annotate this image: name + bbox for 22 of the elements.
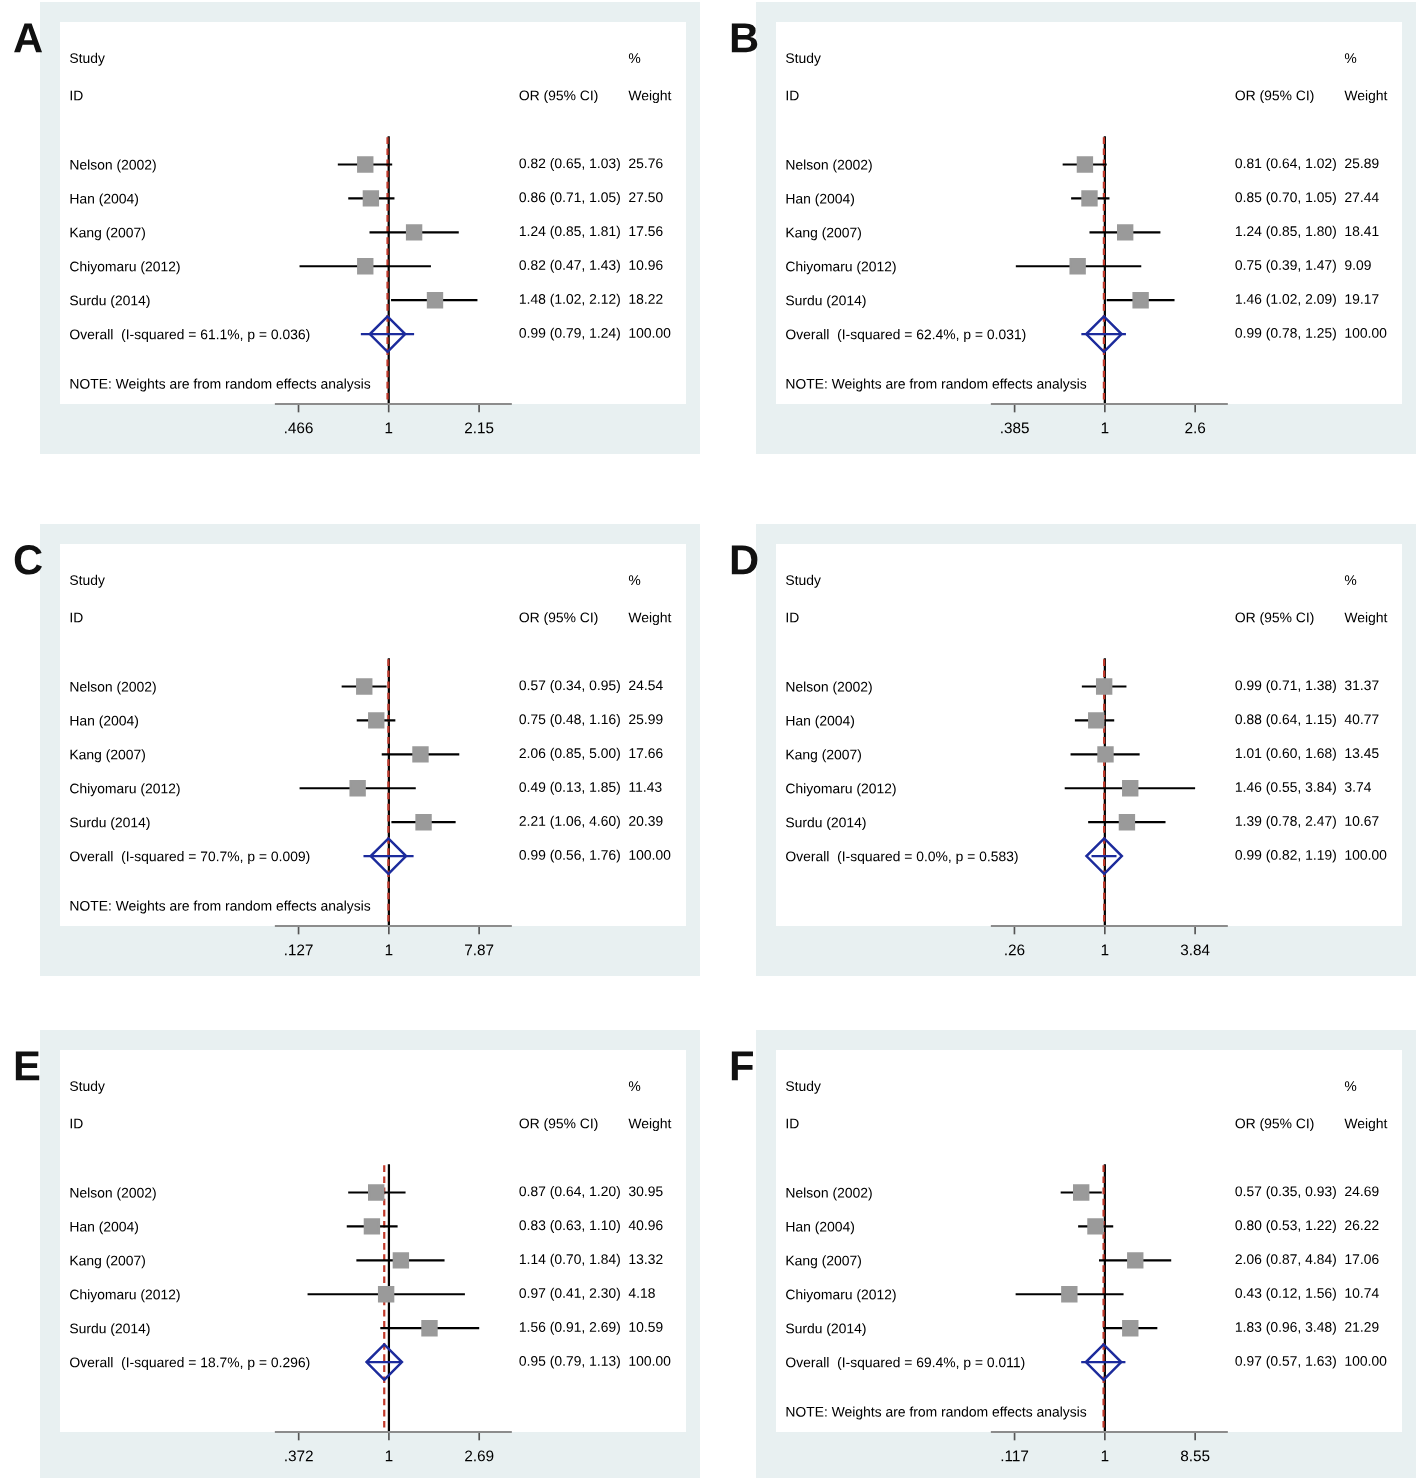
point (1084, 315, 1123, 354)
point (392, 1252, 410, 1269)
point (1088, 712, 1105, 729)
chart-title: D (731, 545, 758, 575)
point (1081, 190, 1098, 207)
point (1118, 813, 1136, 831)
point (421, 1319, 438, 1337)
chart-title: E (15, 1051, 40, 1081)
chart-title: C (14, 545, 42, 575)
point (1116, 224, 1134, 241)
chart-title: F (731, 1051, 753, 1081)
chart-title: A (14, 23, 43, 53)
point (377, 1286, 395, 1303)
point (1076, 156, 1094, 173)
point (1095, 678, 1113, 695)
point (1122, 780, 1139, 797)
point (1069, 258, 1086, 275)
point (1097, 746, 1114, 763)
point (365, 1343, 404, 1382)
point (1085, 837, 1124, 876)
point (368, 1184, 385, 1201)
chart-title: B (731, 23, 758, 53)
